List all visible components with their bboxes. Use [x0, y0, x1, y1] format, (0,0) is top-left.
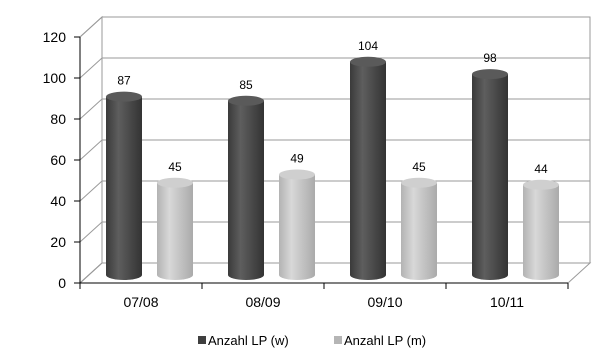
data-label: 98 — [483, 51, 497, 65]
x-axis: 07/08 08/09 09/10 10/11 — [79, 282, 569, 310]
gridlines — [79, 16, 590, 284]
bar-body — [472, 74, 508, 280]
data-label: 45 — [412, 160, 426, 174]
bar: 104 — [350, 39, 386, 280]
bar: 49 — [279, 152, 315, 280]
bar-body — [228, 100, 264, 280]
floor — [78, 262, 592, 284]
bar-body — [350, 61, 386, 280]
y-tick-label: 0 — [58, 275, 66, 291]
bar: 85 — [228, 78, 264, 280]
bar: 45 — [401, 160, 437, 280]
legend: Anzahl LP (w) Anzahl LP (m) — [198, 333, 426, 348]
data-label: 85 — [239, 78, 253, 92]
legend-label: Anzahl LP (m) — [344, 333, 426, 348]
bar: 98 — [472, 51, 508, 280]
bar-body — [106, 96, 142, 281]
bar: 87 — [106, 74, 142, 281]
y-tick-label: 40 — [50, 193, 66, 209]
bar-cap — [523, 179, 559, 190]
bar-body — [279, 174, 315, 280]
bar-cap — [472, 69, 508, 80]
x-tick-label: 09/10 — [367, 294, 402, 310]
bar-cap — [228, 95, 264, 106]
legend-item: Anzahl LP (w) — [198, 333, 289, 348]
data-label: 49 — [290, 152, 304, 166]
legend-swatch — [198, 336, 206, 344]
gridline — [79, 180, 590, 202]
gridline — [79, 16, 590, 38]
y-tick-label: 120 — [43, 29, 67, 45]
legend-swatch — [334, 336, 342, 344]
legend-item: Anzahl LP (m) — [334, 333, 426, 348]
x-tick-label: 08/09 — [245, 294, 280, 310]
bar-body — [523, 184, 559, 280]
gridline — [79, 221, 590, 243]
y-tick-label: 80 — [50, 111, 66, 127]
gridline — [79, 98, 590, 120]
gridline — [79, 57, 590, 79]
legend-label: Anzahl LP (w) — [208, 333, 289, 348]
bar-cap — [106, 91, 142, 102]
gridline — [79, 262, 590, 284]
x-tick-label: 10/11 — [490, 294, 524, 310]
bar: 44 — [523, 162, 559, 280]
bar-cap — [279, 169, 315, 180]
data-label: 104 — [358, 39, 378, 53]
y-tick-label: 20 — [50, 234, 66, 250]
bar-cap — [157, 177, 193, 188]
bar-body — [401, 182, 437, 280]
bar-cap — [401, 177, 437, 188]
bar-cap — [350, 56, 386, 67]
data-label: 45 — [168, 160, 182, 174]
y-axis: 0 20 40 60 80 100 120 — [43, 29, 81, 291]
gridline — [79, 139, 590, 161]
x-tick-label: 07/08 — [123, 294, 158, 310]
bar: 45 — [157, 160, 193, 280]
bars: 87 45 85 49 104 45 98 44 — [106, 39, 559, 281]
plot-walls — [78, 15, 592, 285]
data-label: 87 — [117, 74, 131, 88]
y-tick-label: 100 — [43, 70, 67, 86]
bar-body — [157, 182, 193, 280]
data-label: 44 — [534, 162, 548, 176]
y-tick-label: 60 — [50, 152, 66, 168]
